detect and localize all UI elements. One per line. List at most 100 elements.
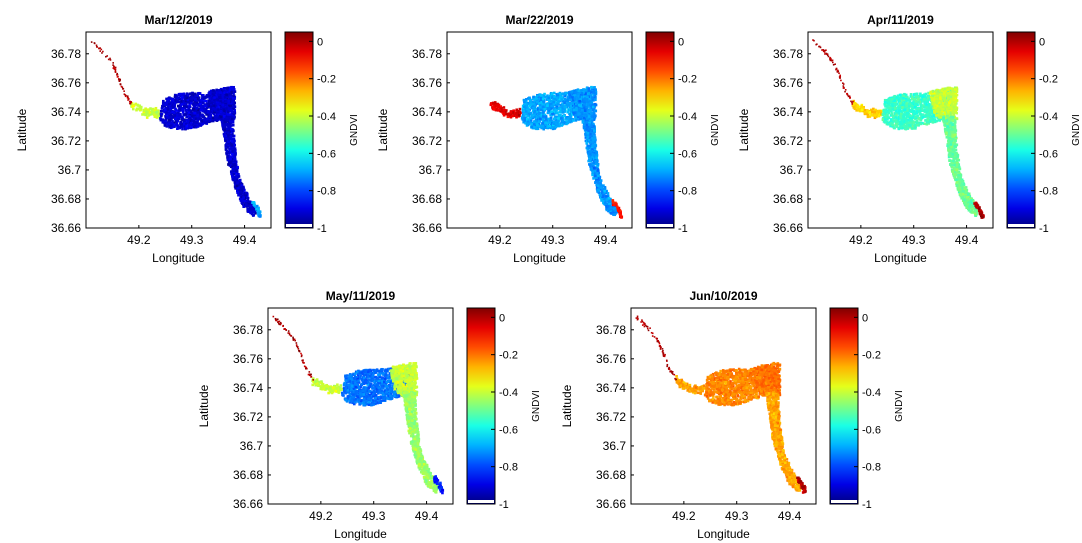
gndvi-pixel	[218, 96, 221, 99]
gndvi-pixel	[574, 91, 577, 94]
gndvi-pixel	[558, 107, 561, 110]
gndvi-pixel	[176, 127, 179, 130]
gndvi-pixel	[607, 192, 610, 195]
gndvi-pixel	[227, 113, 230, 116]
gndvi-pixel	[185, 116, 188, 119]
gndvi-pixel	[560, 98, 563, 101]
gndvi-pixel	[212, 107, 215, 110]
gndvi-pixel	[579, 109, 582, 112]
colorbar	[285, 32, 313, 228]
gndvi-pixel	[614, 208, 617, 211]
gndvi-pixel	[602, 194, 605, 197]
gndvi-pixel	[258, 212, 261, 215]
colorbar-tick-label: -0.6	[317, 148, 336, 160]
gndvi-pixel	[582, 119, 585, 122]
gndvi-pixel	[587, 103, 590, 106]
gndvi-pixel	[232, 124, 235, 127]
gndvi-pixel	[861, 109, 864, 112]
gndvi-pixel	[224, 104, 227, 107]
gndvi-pixel	[231, 118, 234, 121]
gndvi-pixel	[528, 122, 531, 125]
gndvi-pixel	[575, 102, 578, 105]
gndvi-pixel	[187, 101, 190, 104]
gndvi-pixel	[231, 150, 234, 153]
gndvi-pixel	[583, 117, 586, 120]
gndvi-pixel	[209, 92, 212, 95]
gndvi-pixel	[590, 102, 593, 105]
gndvi-pixel	[248, 200, 251, 203]
gndvi-pixel	[229, 96, 232, 99]
gndvi-pixel	[895, 123, 898, 126]
y-axis-label: Latitude	[376, 108, 390, 151]
gndvi-pixel	[198, 96, 201, 99]
gndvi-pixel	[577, 98, 580, 101]
gndvi-pixel	[878, 110, 881, 113]
gndvi-pixel	[543, 108, 546, 111]
gndvi-pixel	[547, 97, 550, 100]
gndvi-pixel	[181, 96, 184, 99]
gndvi-pixel	[129, 101, 131, 103]
gndvi-pixel	[620, 216, 623, 219]
gndvi-pixel	[539, 106, 542, 109]
gndvi-pixel	[540, 108, 543, 111]
gndvi-pixel	[117, 76, 119, 78]
gndvi-pixel	[553, 95, 556, 98]
gndvi-pixel	[227, 141, 230, 144]
gndvi-pixel	[544, 121, 547, 124]
gndvi-pixel	[566, 122, 569, 125]
gndvi-pixel	[569, 115, 572, 118]
gndvi-pixel	[570, 99, 573, 102]
gndvi-pixel	[591, 96, 594, 99]
gndvi-pixel	[121, 86, 123, 88]
gndvi-pixel	[600, 184, 603, 187]
gndvi-pixel	[238, 175, 241, 178]
gndvi-pixel	[587, 101, 590, 104]
gndvi-pixel	[593, 154, 596, 157]
gndvi-pixel	[143, 113, 146, 116]
gndvi-pixel	[542, 111, 545, 114]
gndvi-pixel	[98, 47, 100, 49]
gndvi-pixel	[115, 70, 117, 72]
gndvi-pixel	[498, 109, 501, 112]
gndvi-pixel	[230, 171, 233, 174]
gndvi-pixel	[546, 104, 549, 107]
gndvi-pixel	[197, 117, 200, 120]
gndvi-pixel	[215, 115, 218, 118]
gndvi-pixel	[543, 101, 546, 104]
gndvi-pixel	[101, 52, 103, 54]
gndvi-pixel	[234, 153, 237, 156]
gndvi-pixel	[184, 113, 187, 116]
gndvi-pixel	[231, 147, 234, 150]
gndvi-pixel	[113, 66, 115, 68]
gndvi-pixel	[587, 152, 590, 155]
y-tick-label: 36.7	[58, 163, 82, 177]
gndvi-pixel	[174, 95, 177, 98]
x-tick-label: 49.4	[594, 233, 618, 247]
gndvi-pixel	[608, 197, 611, 200]
gndvi-pixel	[585, 142, 588, 145]
gndvi-pixel	[557, 117, 560, 120]
gndvi-pixel	[164, 109, 167, 112]
gndvi-pixel	[564, 98, 567, 101]
gndvi-pixel	[585, 128, 588, 131]
gndvi-pixel	[234, 181, 237, 184]
gndvi-pixel	[232, 97, 235, 100]
colorbar-tick-label: -1	[317, 223, 327, 235]
gndvi-pixel	[134, 103, 137, 106]
gndvi-pixel	[597, 189, 600, 192]
gndvi-pixel	[857, 104, 860, 107]
gndvi-pixel	[874, 111, 877, 114]
gndvi-pixel	[584, 133, 587, 136]
gndvi-pixel	[592, 144, 595, 147]
gndvi-pixel	[179, 114, 182, 117]
gndvi-pixel	[593, 161, 596, 164]
gndvi-pixel	[245, 202, 248, 205]
colorbar-tick-label: 0	[678, 36, 684, 48]
gndvi-pixel	[584, 109, 587, 112]
gndvi-pixel	[125, 95, 127, 97]
gndvi-pixel	[533, 116, 536, 119]
gndvi-pixel	[864, 111, 867, 114]
gndvi-pixel	[243, 200, 246, 203]
gndvi-pixel	[541, 122, 544, 125]
